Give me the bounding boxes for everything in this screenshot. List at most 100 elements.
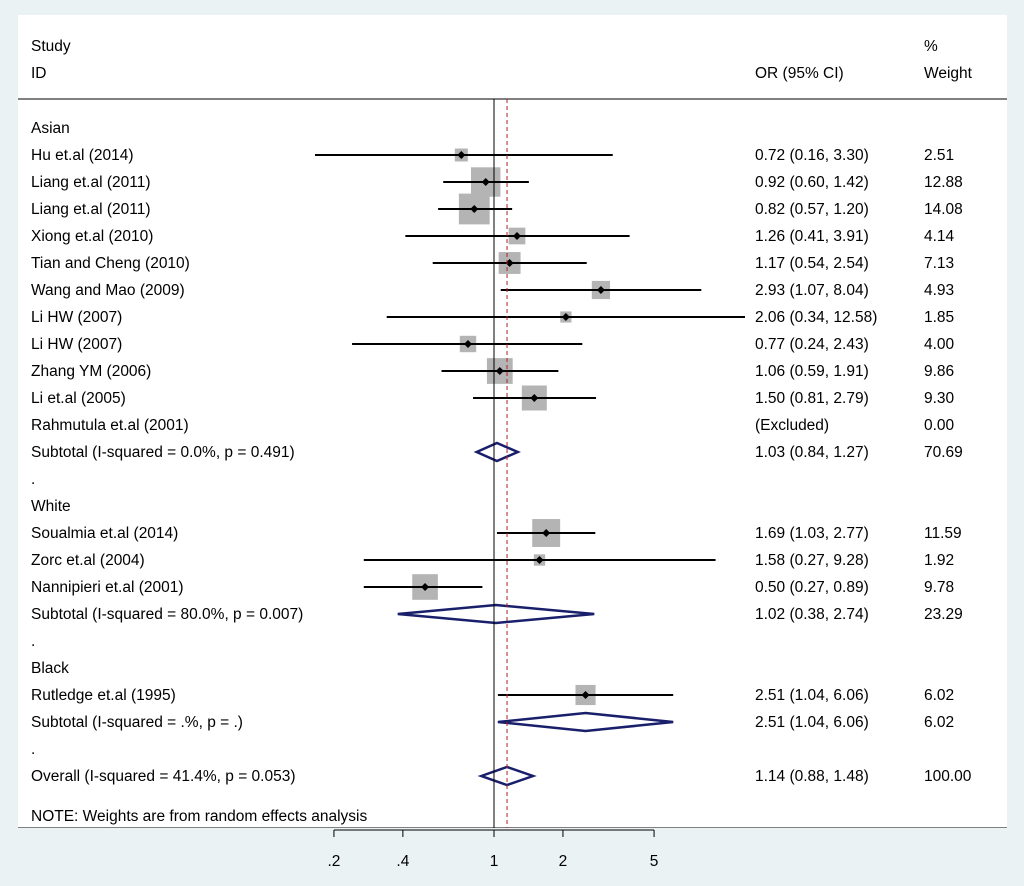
or-ci-value: 1.69 (1.03, 2.77) xyxy=(755,525,869,542)
weight-value: 9.86 xyxy=(924,363,954,380)
subtotal-label: Subtotal (I-squared = 0.0%, p = 0.491) xyxy=(31,444,295,461)
study-label: Zorc et.al (2004) xyxy=(31,552,145,569)
forest-row-subtotal: Subtotal (I-squared = 80.0%, p = 0.007) 1… xyxy=(31,603,963,625)
plot-panel: Study ID OR (95% CI) % Weight Asian Hu et… xyxy=(18,15,1007,828)
weight-value: 23.29 xyxy=(924,606,963,623)
pooled-diamond xyxy=(473,441,521,463)
forest-row-study: Hu et.al (2014) 0.72 (0.16, 3.30) 2.51 xyxy=(31,147,954,164)
forest-row-study: Zhang YM (2006) 1.06 (0.59, 1.91) 9.86 xyxy=(31,358,954,384)
weight-value: 0.00 xyxy=(924,417,955,434)
x-axis-ticks: .2 .4 1 2 5 xyxy=(327,830,658,870)
header-percent: % xyxy=(924,38,938,55)
or-ci-value: 1.58 (0.27, 9.28) xyxy=(755,552,869,569)
point-estimate xyxy=(561,313,570,321)
or-ci-value: 2.51 (1.04, 6.06) xyxy=(755,687,869,704)
overall-label: Overall (I-squared = 41.4%, p = 0.053) xyxy=(31,768,296,785)
forest-row-study: Xiong et.al (2010) 1.26 (0.41, 3.91) 4.14 xyxy=(31,227,955,245)
or-ci-value: 0.72 (0.16, 3.30) xyxy=(755,147,869,164)
study-label: Li et.al (2005) xyxy=(31,390,126,407)
weight-value: 70.69 xyxy=(924,444,963,461)
excluded-label: Rahmutula et.al (2001) xyxy=(31,417,189,434)
point-estimate xyxy=(596,286,605,294)
forest-row-subtotal: Subtotal (I-squared = .%, p = .) 2.51 (1.… xyxy=(31,711,954,733)
weight-value: 6.02 xyxy=(924,687,954,704)
or-ci-value: 1.50 (0.81, 2.79) xyxy=(755,390,869,407)
point-estimate xyxy=(535,556,544,564)
subtotal-label: Subtotal (I-squared = 80.0%, p = 0.007) xyxy=(31,606,303,623)
forest-row-study: Li HW (2007) 2.06 (0.34, 12.58) 1.85 xyxy=(31,309,954,326)
x-tick-label: 2 xyxy=(559,853,568,870)
forest-row-study: Soualmia et.al (2014) 1.69 (1.03, 2.77) 11… xyxy=(31,519,962,547)
pooled-diamond xyxy=(477,765,537,787)
or-ci-value: 0.77 (0.24, 2.43) xyxy=(755,336,869,353)
or-ci-value: 1.26 (0.41, 3.91) xyxy=(755,228,869,245)
or-ci-value: 1.03 (0.84, 1.27) xyxy=(755,444,869,461)
or-ci-value: 0.92 (0.60, 1.42) xyxy=(755,174,869,191)
point-estimate xyxy=(495,367,504,375)
forest-row-spacer: . xyxy=(31,471,35,488)
header-study: Study xyxy=(31,38,71,55)
spacer-label: . xyxy=(31,741,35,758)
study-label: Soualmia et.al (2014) xyxy=(31,525,178,542)
study-label: Rutledge et.al (1995) xyxy=(31,687,176,704)
study-label: Wang and Mao (2009) xyxy=(31,282,185,299)
forest-plot: Study ID OR (95% CI) % Weight Asian Hu et… xyxy=(18,38,1007,828)
spacer-label: . xyxy=(31,633,35,650)
forest-row-study: Liang et.al (2011) 0.92 (0.60, 1.42) 12.88 xyxy=(31,167,963,197)
study-label: Tian and Cheng (2010) xyxy=(31,255,190,272)
study-label: Li HW (2007) xyxy=(31,336,122,353)
study-label: Liang et.al (2011) xyxy=(31,201,151,218)
weight-value: 9.78 xyxy=(924,579,954,596)
forest-row-study: Li HW (2007) 0.77 (0.24, 2.43) 4.00 xyxy=(31,335,955,353)
table-header: Study ID OR (95% CI) % Weight xyxy=(31,38,973,82)
or-ci-value: 1.06 (0.59, 1.91) xyxy=(755,363,869,380)
pooled-diamond xyxy=(497,711,674,733)
weight-value: 100.00 xyxy=(924,768,972,785)
weight-value: 4.00 xyxy=(924,336,955,353)
study-label: Xiong et.al (2010) xyxy=(31,228,153,245)
header-or-ci: OR (95% CI) xyxy=(755,65,844,82)
or-ci-value: 0.50 (0.27, 0.89) xyxy=(755,579,869,596)
study-label: Liang et.al (2011) xyxy=(31,174,151,191)
header-weight: Weight xyxy=(924,65,973,82)
x-axis: .2 .4 1 2 5 xyxy=(327,829,658,870)
group-label: White xyxy=(31,498,71,515)
weight-value: 9.30 xyxy=(924,390,955,407)
forest-row-overall: Overall (I-squared = 41.4%, p = 0.053) 1.… xyxy=(31,765,972,787)
x-tick-label: .4 xyxy=(396,853,409,870)
point-estimate xyxy=(470,205,479,213)
weight-value: 4.14 xyxy=(924,228,955,245)
x-tick-label: 1 xyxy=(490,853,499,870)
or-ci-value: 2.06 (0.34, 12.58) xyxy=(755,309,877,326)
point-estimate xyxy=(581,691,590,699)
forest-row-study: Liang et.al (2011) 0.82 (0.57, 1.20) 14.08 xyxy=(31,193,963,225)
weight-value: 12.88 xyxy=(924,174,963,191)
forest-row-study: Li et.al (2005) 1.50 (0.81, 2.79) 9.30 xyxy=(31,385,955,411)
or-ci-value: 2.93 (1.07, 8.04) xyxy=(755,282,869,299)
weight-value: 11.59 xyxy=(924,525,962,542)
footnote: NOTE: Weights are from random effects an… xyxy=(31,808,367,825)
study-label: Zhang YM (2006) xyxy=(31,363,151,380)
header-id: ID xyxy=(31,65,47,82)
forest-row-study: Tian and Cheng (2010) 1.17 (0.54, 2.54) 7.… xyxy=(31,252,954,274)
forest-row-group: White xyxy=(31,498,71,515)
point-estimate xyxy=(512,232,521,240)
forest-row-spacer: . xyxy=(31,741,35,758)
forest-row-study: Zorc et.al (2004) 1.58 (0.27, 9.28) 1.92 xyxy=(31,552,954,569)
point-estimate xyxy=(530,394,539,402)
study-label: Nannipieri et.al (2001) xyxy=(31,579,184,596)
or-ci-value: (Excluded) xyxy=(755,417,829,434)
point-estimate xyxy=(542,529,551,537)
or-ci-value: 1.14 (0.88, 1.48) xyxy=(755,768,869,785)
or-ci-value: 1.02 (0.38, 2.74) xyxy=(755,606,869,623)
subtotal-label: Subtotal (I-squared = .%, p = .) xyxy=(31,714,243,731)
weight-value: 2.51 xyxy=(924,147,954,164)
forest-row-study: Rutledge et.al (1995) 2.51 (1.04, 6.06) 6.… xyxy=(31,684,954,706)
spacer-label: . xyxy=(31,471,35,488)
forest-row-subtotal: Subtotal (I-squared = 0.0%, p = 0.491) 1.… xyxy=(31,441,963,463)
weight-value: 6.02 xyxy=(924,714,954,731)
group-label: Asian xyxy=(31,120,70,137)
or-ci-value: 0.82 (0.57, 1.20) xyxy=(755,201,869,218)
or-ci-value: 1.17 (0.54, 2.54) xyxy=(755,255,869,272)
